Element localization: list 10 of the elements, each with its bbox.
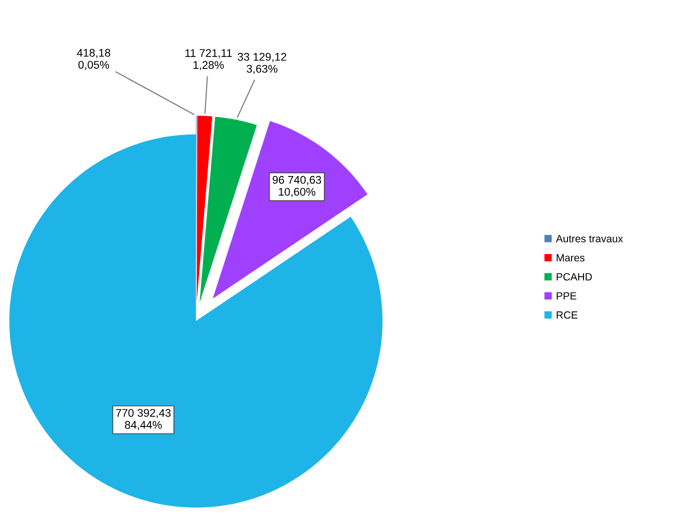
legend-label: Mares [556, 254, 584, 262]
data-label: 33 129,12 3,63% [238, 52, 286, 74]
legend-label: PPE [556, 292, 576, 300]
data-label: 11 721,11 1,28% [185, 49, 232, 70]
legend-label: RCE [556, 311, 578, 319]
legend-label: Autres travaux [556, 235, 623, 242]
data-label: 770 392,43 84,44% [116, 408, 171, 430]
data-label: 418,18 0,05% [76, 48, 110, 70]
data-label: 96 740,63 10,60% [272, 176, 322, 198]
legend-label: PCAHD [556, 273, 592, 281]
